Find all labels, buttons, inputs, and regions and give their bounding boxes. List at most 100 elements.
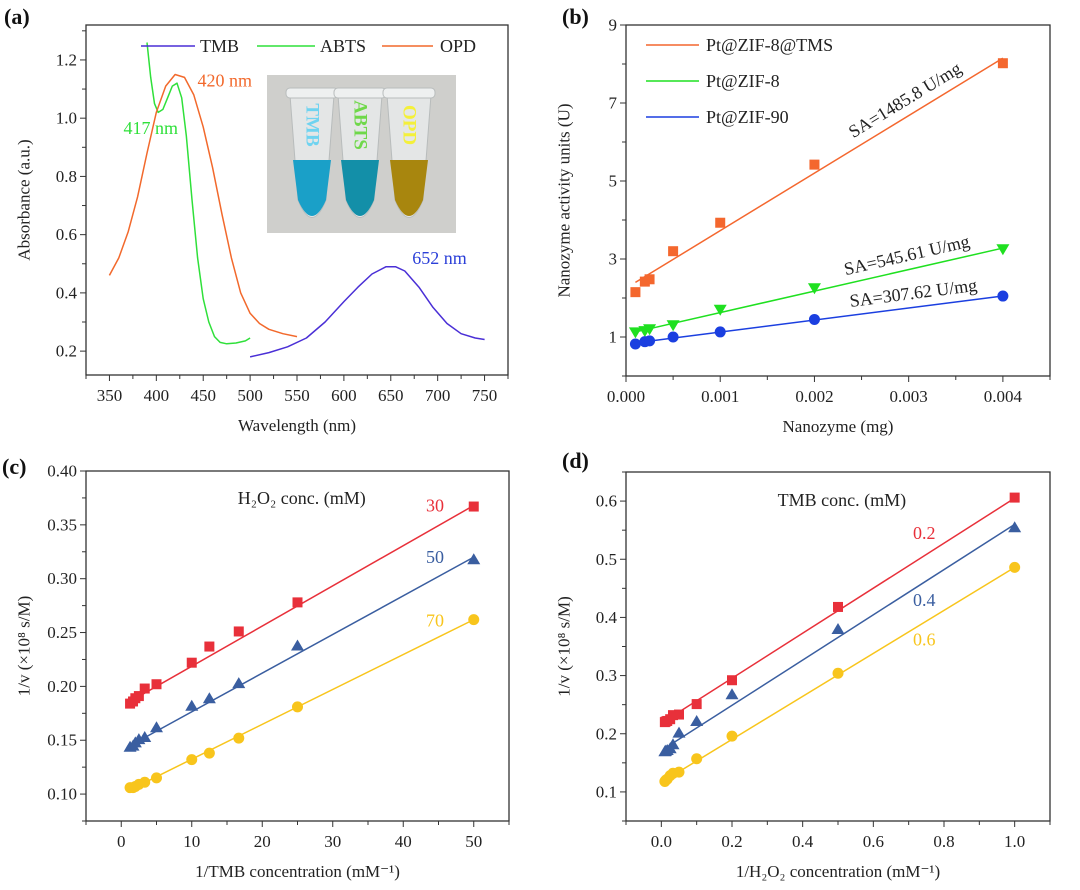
legend: Pt@ZIF-8@TMS Pt@ZIF-8 Pt@ZIF-90 <box>646 35 833 127</box>
series-0-2 <box>659 492 1020 728</box>
legend-label: Pt@ZIF-8@TMS <box>706 35 833 55</box>
x-tick-label: 20 <box>254 832 271 851</box>
data-point-circle <box>1009 561 1021 573</box>
data-point-circle <box>629 338 641 350</box>
y-tick-label: 7 <box>609 94 618 113</box>
data-point-circle <box>714 326 726 338</box>
panel-label: (c) <box>2 454 26 479</box>
y-tick-label: 0.15 <box>47 731 77 750</box>
panel-d: (d) 0.0 0.2 0.4 0.6 0.8 1.0 0.1 0.2 0.3 0.4 0.5 0.6 1… <box>555 448 1051 881</box>
panel-label: (b) <box>562 4 589 29</box>
series-tmb <box>249 265 485 358</box>
data-point-square <box>468 501 479 512</box>
annotation: 0.4 <box>913 590 936 610</box>
data-point-circle <box>832 667 844 679</box>
y-tick-label: 1 <box>609 328 618 347</box>
x-axis-label: Wavelength (nm) <box>238 416 356 435</box>
data-point-triangle <box>185 699 199 711</box>
fit-line <box>635 247 1004 333</box>
data-point-square <box>630 287 641 298</box>
data-point-square <box>292 597 303 608</box>
x-tick-label: 750 <box>472 386 498 405</box>
data-point-square <box>809 159 820 170</box>
x-tick-label: 0.000 <box>607 387 645 406</box>
data-point-circle <box>726 730 738 742</box>
tube-1: ABTS <box>333 87 387 218</box>
annotation: 417 nm <box>123 118 178 138</box>
data-point-triangle <box>725 688 739 700</box>
data-point-square <box>204 641 215 652</box>
tube-0: TMB <box>285 87 339 218</box>
annotation: SA=545.61 U/mg <box>842 231 971 279</box>
data-point-square <box>644 274 655 285</box>
data-point-circle <box>673 766 685 778</box>
data-point-circle <box>468 614 480 626</box>
series-50 <box>123 553 481 752</box>
y-tick-label: 0.40 <box>47 462 77 481</box>
annotation: 0.2 <box>913 523 936 543</box>
annotation: 420 nm <box>198 70 253 90</box>
x-axis-label: Nanozyme (mg) <box>783 417 894 436</box>
annotation: 0.6 <box>913 630 936 650</box>
tube-label: OPD <box>399 105 420 145</box>
x-axis-label: 1/H₂O₂ concentration (mM⁻¹) <box>736 862 940 881</box>
y-axis-label: Absorbance (a.u.) <box>15 139 34 260</box>
y-axis-label: 1/v (×10⁸ s/M) <box>555 596 574 697</box>
data-point-square <box>667 710 678 721</box>
data-point-triangle <box>831 623 845 635</box>
series-abts <box>146 42 251 345</box>
data-point-circle <box>233 732 245 744</box>
data-point-circle <box>139 776 151 788</box>
tube-liquid <box>390 160 428 216</box>
data-point-circle <box>203 747 215 759</box>
series-0-4 <box>658 521 1022 757</box>
x-tick-label: 0 <box>117 832 126 851</box>
data-point-triangle-down <box>713 304 727 316</box>
series-pt-zif-8 <box>628 244 1010 339</box>
panel-b: (b) 0.000 0.001 0.002 0.003 0.004 1 3 5 7 9 Nanozym… <box>555 4 1051 436</box>
data-point-square <box>133 691 144 702</box>
x-axis-label: 1/TMB concentration (mM⁻¹) <box>195 862 400 881</box>
x-tick-label: 0.003 <box>890 387 928 406</box>
series-70 <box>124 614 480 794</box>
x-tick-label: 600 <box>331 386 357 405</box>
data-point-square <box>997 58 1008 69</box>
data-point-square <box>186 657 197 668</box>
y-tick-label: 0.20 <box>47 677 77 696</box>
annotation: SA=307.62 U/mg <box>849 275 979 311</box>
y-tick-label: 1.0 <box>56 109 77 128</box>
data-point-triangle <box>138 731 152 742</box>
annotation: 652 nm <box>412 248 467 268</box>
data-point-square <box>139 683 150 694</box>
plot-frame <box>625 471 1051 822</box>
data-point-circle <box>691 753 703 765</box>
x-tick-label: 0.2 <box>721 832 742 851</box>
y-tick-label: 0.30 <box>47 569 77 588</box>
data-point-triangle <box>291 639 304 651</box>
fit-line <box>664 523 1016 749</box>
x-tick-label: 450 <box>190 386 216 405</box>
x-tick-label: 0.001 <box>701 387 739 406</box>
y-tick-label: 9 <box>609 16 618 35</box>
series-30 <box>125 501 479 709</box>
x-tick-label: 0.0 <box>651 832 672 851</box>
tube-cap <box>333 87 387 99</box>
data-point-circle <box>644 335 656 347</box>
data-point-triangle-down <box>807 283 821 295</box>
series-pt-zif-8-tms <box>630 57 1008 298</box>
y-tick-label: 0.6 <box>56 225 77 244</box>
tube-label: ABTS <box>350 100 371 150</box>
tube-2: OPD <box>382 87 436 218</box>
x-tick-label: 550 <box>284 386 310 405</box>
fit-line <box>635 57 1004 284</box>
x-tick-label: 500 <box>237 386 263 405</box>
x-tick-label: 0.004 <box>984 387 1023 406</box>
annotation: 50 <box>426 547 444 567</box>
tube-liquid <box>293 160 331 216</box>
y-tick-label: 0.1 <box>596 782 617 801</box>
x-tick-label: 0.8 <box>933 832 954 851</box>
y-tick-label: 1.2 <box>56 50 77 69</box>
data-point-triangle <box>672 726 686 738</box>
data-point-triangle-down <box>643 324 657 336</box>
